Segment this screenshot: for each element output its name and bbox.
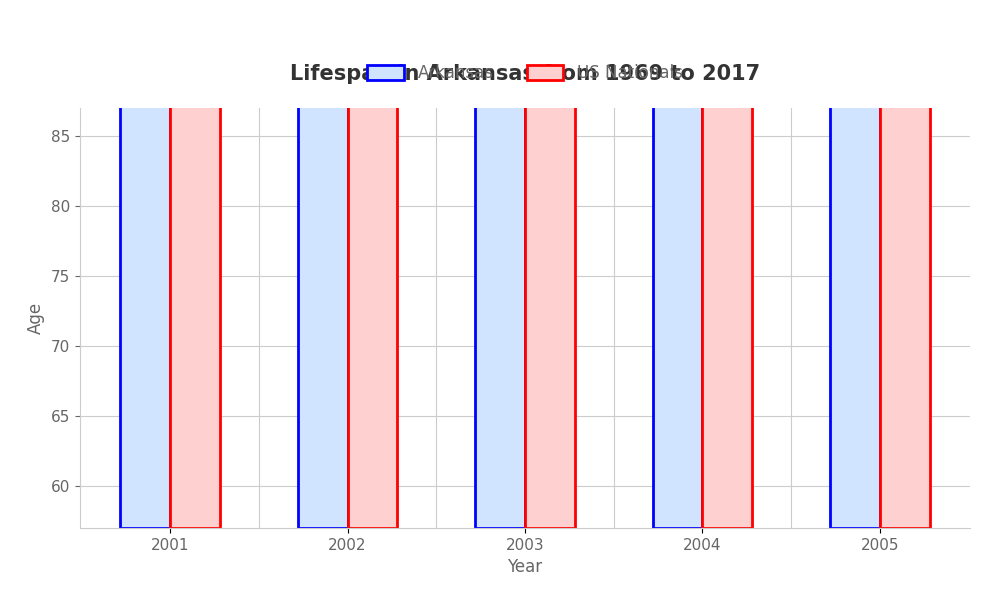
Bar — [525, 0, 575, 528]
Bar — [830, 0, 880, 528]
Title: Lifespan in Arkansas from 1969 to 2017: Lifespan in Arkansas from 1969 to 2017 — [290, 64, 760, 84]
Bar — [348, 0, 397, 528]
Bar — [702, 0, 752, 528]
Bar — [653, 0, 702, 528]
Bar — [120, 0, 170, 528]
Y-axis label: Age: Age — [27, 302, 45, 334]
Bar — [298, 0, 348, 528]
Bar — [170, 0, 220, 528]
X-axis label: Year: Year — [507, 558, 543, 576]
Bar — [880, 0, 930, 528]
Bar — [475, 0, 525, 528]
Legend: Arkansas, US Nationals: Arkansas, US Nationals — [361, 58, 689, 89]
